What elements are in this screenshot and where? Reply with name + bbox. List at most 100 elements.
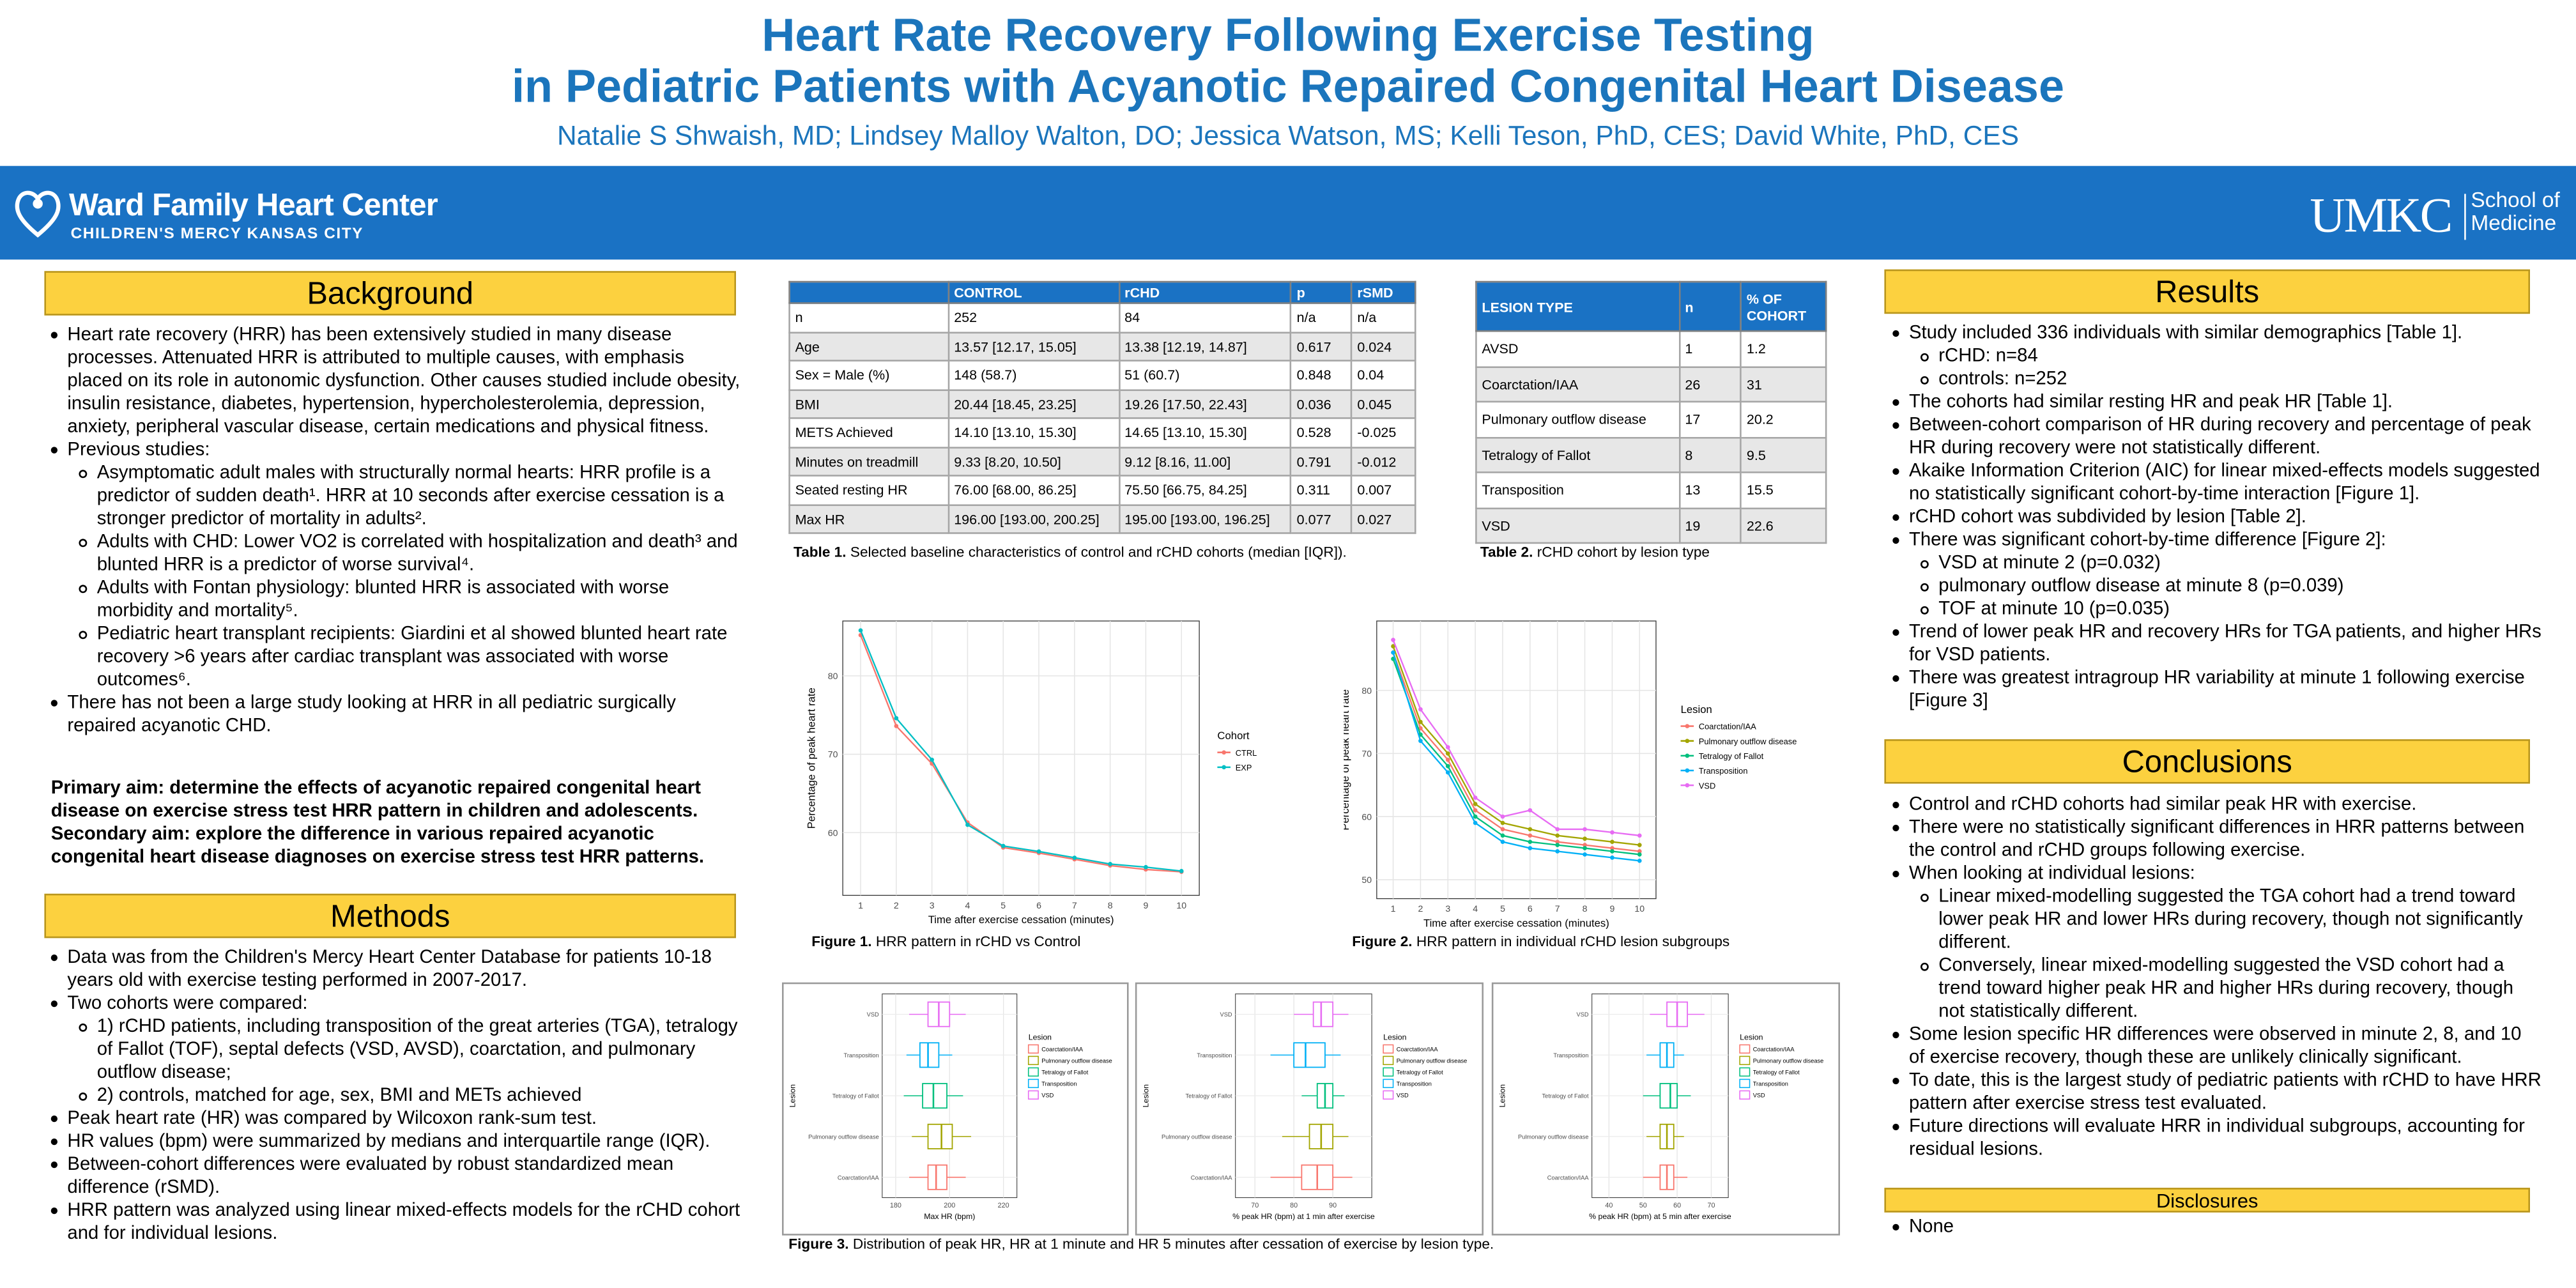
caption-text: Selected baseline characteristics of con… [846,544,1347,560]
y-tick-label: Coarctation/IAA [1547,1174,1590,1181]
bullet-item: Between-cohort comparison of HR during r… [1892,414,2542,460]
sub-bullet-item: 2) controls, matched for age, sex, BMI a… [79,1084,749,1107]
bullet-text: There was greatest intragroup HR variabi… [1909,668,2525,712]
aim: Primary aim: determine the effects of ac… [50,778,702,822]
x-axis-label: Time after exercise cessation (minutes) [928,914,1114,926]
bullet-item: There was greatest intragroup HR variabi… [1892,667,2542,713]
bullet-text: Akaike Information Criterion (AIC) for l… [1909,461,2540,505]
table-row: METS Achieved 14.10 [13.10, 15.30] 14.65 [… [788,417,1416,448]
legend-label: Tetralogy of Fallot [1753,1070,1800,1076]
legend-label: VSD [1041,1092,1054,1099]
x-tick-label: 4 [965,900,970,910]
table-cell: 0.791 [1290,446,1353,477]
aims: Primary aim: determine the effects of ac… [51,777,728,869]
header-cell: % OF COHORT [1740,280,1827,332]
data-point [1610,846,1614,850]
bullet-text: There has not been a large study looking… [67,693,676,736]
table-cell: 0.311 [1290,475,1353,505]
x-tick-label: 6 [1036,900,1041,910]
bullet-item: Peak heart rate (HR) was compared by Wil… [50,1107,749,1130]
center-name: Ward Family Heart Center [69,188,438,224]
bullet-list: Study included 336 individuals with simi… [1886,322,2542,713]
y-tick-label: 80 [828,671,838,681]
figure-caption: Figure 2. HRR pattern in individual rCHD… [1352,933,1729,950]
data-point [1555,839,1560,845]
legend-label: Pulmonary outflow disease [1699,737,1797,746]
bullet-item: Between-cohort differences were evaluate… [50,1153,749,1199]
x-tick-label: 50 [1639,1202,1647,1209]
sub-bullet-text: Linear mixed-modelling suggested the TGA… [1938,887,2523,953]
bullet-item: HR values (bpm) were summarized by media… [50,1130,749,1153]
x-tick-label: 5 [1000,900,1006,910]
caption-text: rCHD cohort by lesion type [1533,544,1710,560]
y-tick-label: 70 [1361,749,1372,759]
table-cell: Sex = Male (%) [788,360,949,390]
sub-bullet-item: Adults with CHD: Lower VO2 is correlated… [79,531,741,577]
bullet-item: The cohorts had similar resting HR and p… [1892,391,2542,414]
y-tick-label: 50 [1361,875,1372,885]
bullet-item: Future directions will evaluate HRR in i… [1892,1116,2542,1162]
x-axis-label: Time after exercise cessation (minutes) [1423,917,1609,929]
caption-label: Table 1. [793,544,847,560]
y-tick-label: Pulmonary outflow disease [1518,1134,1589,1140]
bullet-item: When looking at individual lesions: Linea… [1892,862,2542,1023]
table-cell: 0.027 [1351,503,1416,534]
legend-swatch [1027,1090,1039,1100]
bullet-item: rCHD cohort was subdivided by lesion [Ta… [1892,506,2542,529]
bullet-list: None [1886,1216,2542,1239]
table-cell: 9.5 [1740,436,1827,473]
data-point [1610,830,1614,835]
sub-bullet-item: Adults with Fontan physiology: blunted H… [79,577,741,623]
data-point [1418,739,1423,743]
data-point [1583,836,1587,841]
table-cell: BMI [788,388,949,419]
bullet-item: To date, this is the largest study of pe… [1892,1070,2542,1116]
bullet-text: rCHD cohort was subdivided by lesion [Ta… [1909,507,2306,528]
y-tick-label: Pulmonary outflow disease [1162,1134,1232,1140]
section-heading: Background [44,271,736,316]
table-cell: 22.6 [1740,507,1827,544]
bullet-text: Control and rCHD cohorts had similar pea… [1909,795,2417,815]
series-line [1392,646,1640,846]
table-cell: 0.007 [1351,475,1416,505]
x-tick-label: 2 [894,900,899,910]
table-cell: Pulmonary outflow disease [1475,401,1680,438]
legend-label: Tetralogy of Fallot [1397,1070,1443,1076]
data-point [1528,808,1533,813]
data-point [1583,852,1587,857]
bullet-item: Trend of lower peak HR and recovery HRs … [1892,621,2542,667]
sub-bullet-text: pulmonary outflow disease at minute 8 (p… [1938,576,2344,597]
table-cell: Max HR [788,503,949,534]
x-tick-label: 2 [1418,903,1423,914]
plot-panel [1376,620,1657,900]
legend-title: Lesion [1383,1033,1406,1042]
legend-label: Transposition [1041,1081,1077,1087]
legend-label: Pulmonary outflow disease [1753,1058,1824,1064]
bullet-text: HR values (bpm) were summarized by media… [67,1131,710,1152]
data-point [1555,849,1560,854]
table-caption: Table 2. rCHD cohort by lesion type [1480,544,1710,560]
legend-swatch [1383,1078,1394,1089]
data-point [1500,827,1505,832]
y-tick-label: Tetralogy of Fallot [1542,1093,1589,1100]
figure-caption: Figure 3. Distribution of peak HR, HR at… [788,1236,1494,1252]
data-point [1108,862,1112,866]
x-tick-label: 8 [1108,900,1113,910]
x-tick-label: 7 [1555,903,1560,914]
legend-label: VSD [1397,1092,1409,1099]
sub-bullet-item: rCHD: n=84 [1920,345,2542,368]
x-tick-label: 1 [858,900,863,910]
data-point [1473,820,1478,825]
bullet-text: Previous studies: [67,440,210,460]
table-row: Max HR 196.00 [193.00, 200.25] 195.00 [193… [788,503,1416,534]
data-point [1418,726,1423,731]
header-cell: LESION TYPE [1475,280,1680,332]
y-tick-label: Tetralogy of Fallot [1186,1093,1232,1100]
sub-bullet-item: Pediatric heart transplant recipients: G… [79,623,741,692]
table-row: Minutes on treadmill 9.33 [8.20, 10.50] 9.… [788,446,1416,477]
x-tick-label: 80 [1290,1202,1298,1209]
y-tick-label: 60 [1361,811,1372,822]
aim: Secondary aim: explore the difference in… [50,824,705,868]
sub-list: 1) rCHD patients, including transpositio… [67,1015,749,1107]
bullet-text: Peak heart rate (HR) was compared by Wil… [67,1108,597,1129]
